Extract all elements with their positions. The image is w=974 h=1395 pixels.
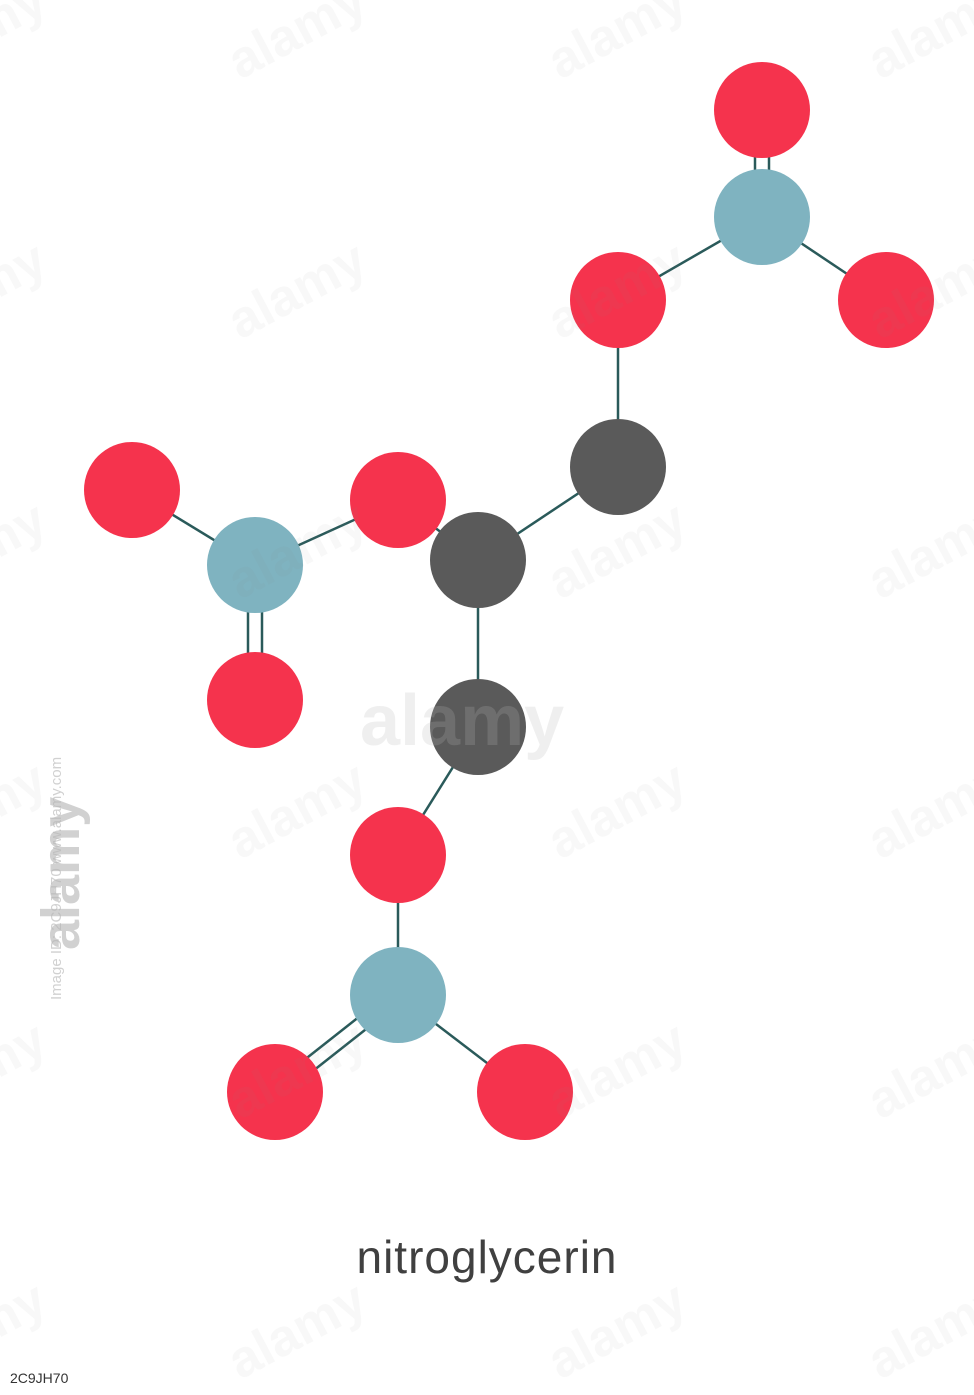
svg-text:alamy: alamy [218, 490, 375, 610]
svg-text:alamy: alamy [858, 230, 974, 350]
atom-oxygen [84, 442, 180, 538]
svg-text:alamy: alamy [0, 1010, 56, 1130]
svg-text:alamy: alamy [858, 1270, 974, 1390]
svg-text:alamy: alamy [858, 0, 974, 91]
svg-text:alamy: alamy [0, 230, 56, 350]
svg-text:alamy: alamy [858, 490, 974, 610]
svg-text:alamy: alamy [538, 750, 695, 870]
svg-text:alamy: alamy [0, 490, 56, 610]
molecule-caption: nitroglycerin [287, 1230, 687, 1284]
svg-text:alamy: alamy [218, 1270, 375, 1390]
watermark-side-sub: Image ID: 2C9JH70 www.alamy.com [48, 757, 65, 1000]
atom-oxygen [714, 62, 810, 158]
svg-text:alamy: alamy [538, 0, 695, 91]
atom-nitrogen [350, 947, 446, 1043]
svg-text:alamy: alamy [0, 0, 56, 91]
svg-text:alamy: alamy [218, 0, 375, 91]
atom-oxygen [207, 652, 303, 748]
image-id-corner: 2C9JH70 [10, 1370, 68, 1386]
svg-text:alamy: alamy [538, 1010, 695, 1130]
atom-nitrogen [714, 169, 810, 265]
watermark-center: alamy [360, 680, 564, 762]
atom-oxygen [350, 807, 446, 903]
svg-text:alamy: alamy [858, 750, 974, 870]
svg-text:alamy: alamy [858, 1010, 974, 1130]
svg-text:alamy: alamy [538, 1270, 695, 1390]
atom-carbon [430, 512, 526, 608]
svg-text:alamy: alamy [218, 230, 375, 350]
